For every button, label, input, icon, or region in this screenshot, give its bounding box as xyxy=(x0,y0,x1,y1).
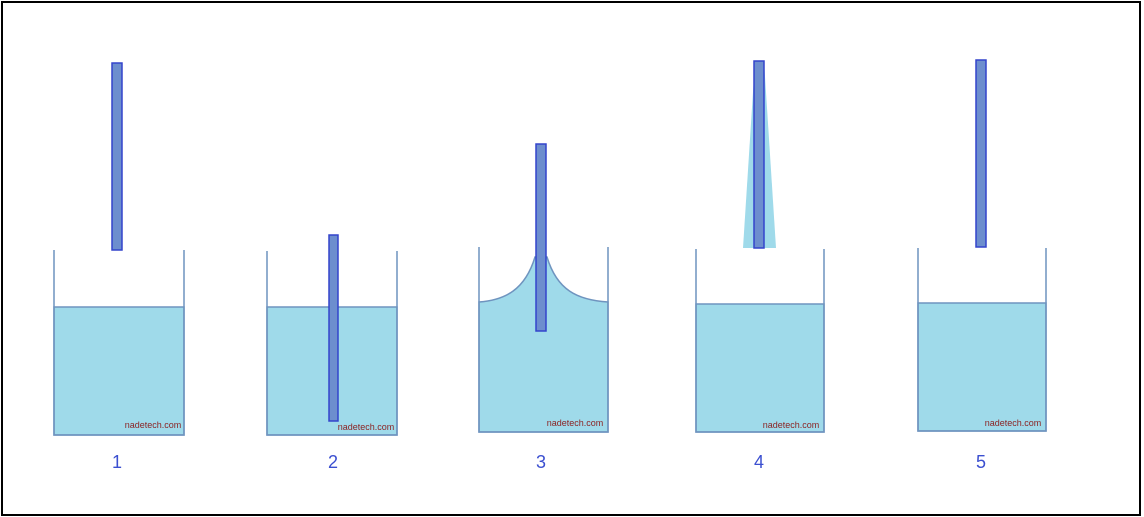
watermark: nadetech.com xyxy=(338,422,395,432)
page: nadetech.com 1 nadetech.com 2 nadetech.c… xyxy=(0,0,1144,517)
plate xyxy=(536,144,546,331)
watermark: nadetech.com xyxy=(125,420,182,430)
watermark: nadetech.com xyxy=(763,420,820,430)
watermark: nadetech.com xyxy=(547,418,604,428)
plate xyxy=(754,61,764,248)
step-label: 4 xyxy=(754,452,764,472)
plate xyxy=(976,60,986,247)
frame xyxy=(2,2,1140,515)
watermark: nadetech.com xyxy=(985,418,1042,428)
liquid xyxy=(696,304,824,432)
liquid xyxy=(54,307,184,435)
step-label: 5 xyxy=(976,452,986,472)
plate xyxy=(329,235,338,421)
step-label: 2 xyxy=(328,452,338,472)
step-label: 1 xyxy=(112,452,122,472)
liquid xyxy=(918,303,1046,431)
diagram: nadetech.com 1 nadetech.com 2 nadetech.c… xyxy=(0,0,1144,517)
plate xyxy=(112,63,122,250)
step-label: 3 xyxy=(536,452,546,472)
